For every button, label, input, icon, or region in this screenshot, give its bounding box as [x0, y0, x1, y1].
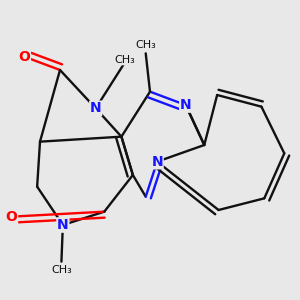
Text: CH₃: CH₃ — [51, 265, 72, 275]
Text: N: N — [57, 218, 69, 232]
Text: N: N — [151, 155, 163, 169]
Text: CH₃: CH₃ — [114, 55, 135, 65]
Text: N: N — [90, 101, 101, 115]
Text: O: O — [5, 210, 17, 224]
Text: O: O — [18, 50, 30, 64]
Text: CH₃: CH₃ — [135, 40, 156, 50]
Text: N: N — [180, 98, 191, 112]
